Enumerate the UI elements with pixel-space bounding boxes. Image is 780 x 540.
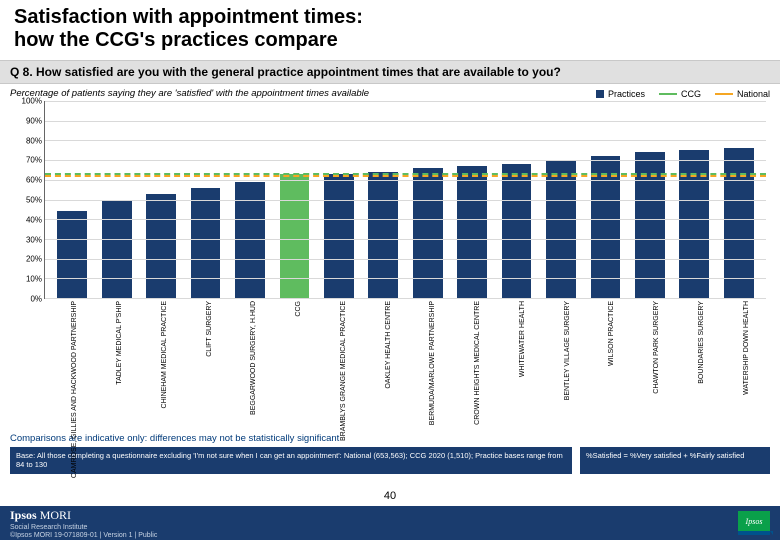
footnote-row: Base: All those completing a questionnai…: [0, 447, 780, 476]
bar: [324, 174, 354, 298]
ccg-swatch: [659, 93, 677, 95]
base-box: Base: All those completing a questionnai…: [10, 447, 572, 474]
chart: 0%10%20%30%40%50%60%70%80%90%100%: [10, 101, 770, 299]
grid-line: [45, 101, 766, 102]
x-axis-label: CCG: [295, 301, 302, 317]
x-axis-label: CLIFT SURGERY: [206, 301, 213, 357]
brand-bold: Ipsos: [10, 508, 37, 522]
question-band: Q 8. How satisfied are you with the gene…: [0, 60, 780, 84]
footer-bar: Ipsos MORI Social Research Institute ©Ip…: [0, 506, 780, 540]
bar: [591, 156, 621, 298]
brand-light: MORI: [37, 508, 71, 522]
x-axis-label: CHINEHAM MEDICAL PRACTICE: [161, 301, 168, 408]
y-axis: 0%10%20%30%40%50%60%70%80%90%100%: [10, 101, 44, 299]
legend-ccg: CCG: [659, 89, 701, 99]
grid-line: [45, 259, 766, 260]
x-axis-label: CROWN HEIGHTS MEDICAL CENTRE: [474, 301, 481, 425]
practices-swatch: [596, 90, 604, 98]
title-block: Satisfaction with appointment times: how…: [0, 0, 780, 60]
grid-line: [45, 298, 766, 299]
x-axis-label: WILSON PRACTICE: [608, 301, 615, 366]
footer-copyright: ©Ipsos MORI 19-071809-01 | Version 1 | P…: [10, 532, 157, 539]
footer-left: Ipsos MORI Social Research Institute ©Ip…: [10, 508, 157, 539]
title-line-1: Satisfaction with appointment times:: [14, 6, 363, 28]
y-tick: 70%: [26, 156, 42, 165]
y-tick: 30%: [26, 235, 42, 244]
x-axis-label: TADLEY MEDICAL P'SHIP: [116, 301, 123, 385]
y-tick: 50%: [26, 196, 42, 205]
grid-line: [45, 239, 766, 240]
x-axis-label: OAKLEY HEALTH CENTRE: [385, 301, 392, 389]
national-swatch: [715, 93, 733, 95]
x-axis-label: BOUNDARIES SURGERY: [698, 301, 705, 384]
bar: [57, 211, 87, 298]
x-axis-label: BEGGARWOOD SURGERY, H.HUD: [250, 301, 257, 415]
y-tick: 90%: [26, 116, 42, 125]
grid-line: [45, 200, 766, 201]
x-axis-label: BERMUDA/MARLOWE PARTNERSHIP: [429, 301, 436, 425]
grid-line: [45, 219, 766, 220]
grid-line: [45, 278, 766, 279]
page-title: Satisfaction with appointment times: how…: [14, 6, 766, 52]
y-tick: 10%: [26, 275, 42, 284]
grid-line: [45, 140, 766, 141]
y-tick: 20%: [26, 255, 42, 264]
subtitle-row: Percentage of patients saying they are '…: [0, 84, 780, 101]
bar: [146, 194, 176, 298]
x-axis-label: BENTLEY VILLAGE SURGERY: [564, 301, 571, 400]
x-axis-label: CHAWTON PARK SURGERY: [653, 301, 660, 394]
x-axis-label: CAMROSE, GILLIES AND HACKWOOD PARTNERSHI…: [71, 301, 78, 478]
x-axis-label: BRAMBLYS GRANGE MEDICAL PRACTICE: [340, 301, 347, 441]
bar: [191, 188, 221, 298]
y-tick: 40%: [26, 215, 42, 224]
plot-area: [44, 101, 766, 299]
title-line-2: how the CCG's practices compare: [14, 29, 338, 51]
grid-line: [45, 121, 766, 122]
comparison-note: Comparisons are indicative only: differe…: [0, 431, 780, 447]
footer-brand: Ipsos MORI: [10, 508, 157, 523]
bar: [280, 174, 310, 298]
bar: [102, 201, 132, 298]
y-tick: 80%: [26, 136, 42, 145]
page-number: 40: [384, 490, 396, 502]
bar: [724, 148, 754, 298]
legend-national-label: National: [737, 89, 770, 99]
grid-line: [45, 160, 766, 161]
x-axis-label: WATERSHIP DOWN HEALTH: [743, 301, 750, 395]
legend-ccg-label: CCG: [681, 89, 701, 99]
subtitle-text: Percentage of patients saying they are '…: [10, 88, 369, 99]
y-tick: 100%: [22, 97, 42, 106]
reference-line: [45, 175, 766, 177]
legend-national: National: [715, 89, 770, 99]
legend-practices-label: Practices: [608, 89, 645, 99]
footer-institute: Social Research Institute: [10, 524, 157, 531]
grid-line: [45, 180, 766, 181]
y-tick: 0%: [30, 295, 42, 304]
definition-box: %Satisfied = %Very satisfied + %Fairly s…: [580, 447, 770, 474]
logo-text: Ipsos: [746, 517, 763, 526]
question-text: Q 8. How satisfied are you with the gene…: [10, 65, 561, 79]
y-tick: 60%: [26, 176, 42, 185]
x-axis-label: WHITEWATER HEALTH: [519, 301, 526, 377]
ipsos-logo-icon: Ipsos: [738, 511, 770, 535]
legend-practices: Practices: [596, 89, 645, 99]
chart-legend: Practices CCG National: [596, 89, 770, 99]
